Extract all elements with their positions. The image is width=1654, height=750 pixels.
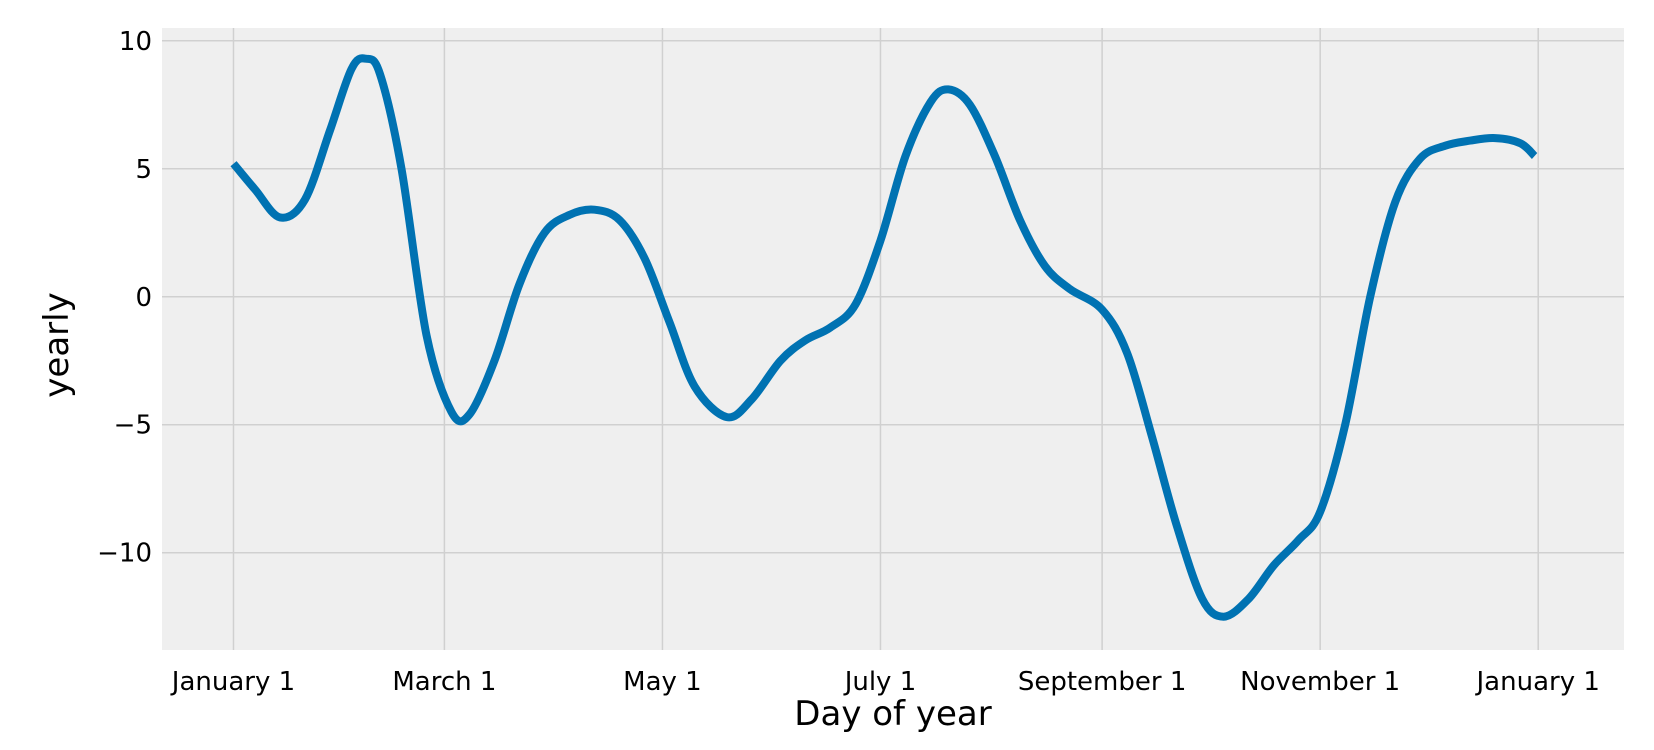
x-tick-label: November 1 <box>1240 667 1400 697</box>
y-tick-label: 5 <box>135 155 152 185</box>
y-tick-label: 0 <box>135 283 152 313</box>
x-tick-label: September 1 <box>1018 667 1187 697</box>
y-tick-labels: 10 5 0 −5 −10 <box>97 27 152 569</box>
x-tick-label: January 1 <box>1475 667 1600 697</box>
y-axis-title: yearly <box>37 292 77 397</box>
plot-area <box>162 28 1624 650</box>
x-tick-label: May 1 <box>623 667 702 697</box>
grid-lines <box>162 28 1624 650</box>
x-tick-label: July 1 <box>843 667 917 697</box>
y-tick-label: −10 <box>97 539 152 569</box>
x-axis-title: Day of year <box>794 694 991 734</box>
x-tick-label: January 1 <box>170 667 295 697</box>
yearly-series-line <box>230 54 1538 621</box>
x-tick-labels: January 1 March 1 May 1 July 1 September 1 No… <box>170 667 1600 697</box>
x-tick-label: March 1 <box>392 667 496 697</box>
y-tick-label: 10 <box>119 27 152 57</box>
series-layer <box>230 54 1538 621</box>
y-tick-label: −5 <box>114 411 152 441</box>
